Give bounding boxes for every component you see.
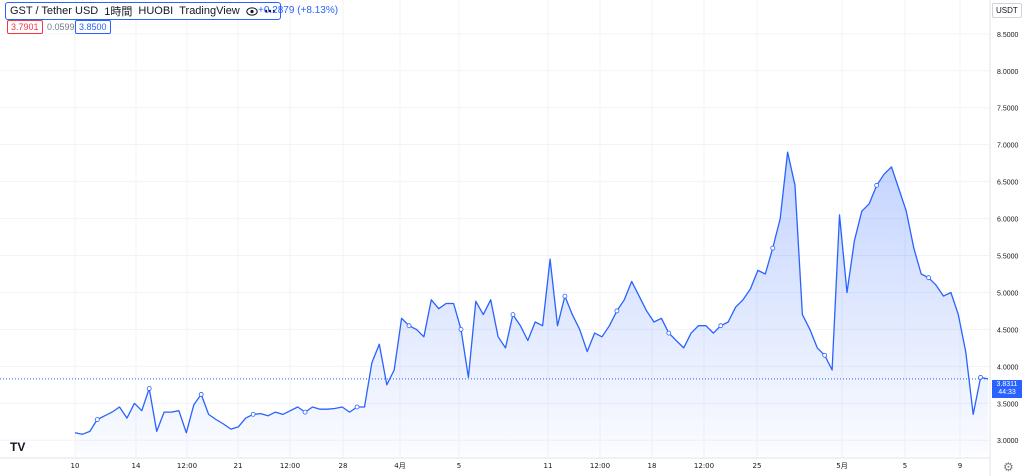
y-tick-label: 4.5000 xyxy=(997,327,1019,334)
interval-label: 1時間 xyxy=(104,6,133,18)
price-change: +0.2879 (+8.13%) xyxy=(258,5,339,16)
last-price-badge: 3.8311 44:33 xyxy=(992,380,1022,398)
data-point-marker xyxy=(302,409,308,415)
y-tick-label: 6.5000 xyxy=(997,180,1019,187)
y-tick-label: 4.0000 xyxy=(997,364,1019,371)
x-tick-label: 14 xyxy=(132,462,141,470)
x-tick-label: 21 xyxy=(234,462,243,470)
x-tick-label: 9 xyxy=(958,462,962,470)
ask-price[interactable]: 3.8500 xyxy=(75,20,111,34)
more-dots-icon[interactable] xyxy=(264,9,276,13)
bid-price[interactable]: 3.7901 xyxy=(7,20,43,34)
data-point-marker xyxy=(354,404,360,410)
gear-icon[interactable]: ⚙ xyxy=(1003,460,1014,474)
data-point-marker xyxy=(146,386,152,391)
x-tick-label: 5 xyxy=(903,462,907,470)
last-price-value: 3.8311 xyxy=(996,381,1018,388)
data-point-marker xyxy=(666,330,672,336)
symbol-name[interactable]: GST / Tether USD xyxy=(10,5,99,17)
data-point-marker xyxy=(926,275,932,281)
eye-icon[interactable] xyxy=(246,6,258,16)
y-tick-label: 5.0000 xyxy=(997,290,1019,297)
data-point-marker xyxy=(822,352,828,358)
event-markers xyxy=(94,182,983,422)
data-point-marker xyxy=(874,182,880,188)
data-point-marker xyxy=(614,308,620,314)
tradingview-logo: TV xyxy=(10,440,26,454)
y-tick-label: 7.5000 xyxy=(997,106,1019,113)
x-tick-label: 12:00 xyxy=(590,462,610,470)
time-axis[interactable]: 10 14 12:00 21 12:00 28 4月 5 11 12:00 18 12:00 25 5月 5… xyxy=(71,462,963,470)
x-tick-label: 25 xyxy=(753,462,762,470)
spread-value: 0.0599 xyxy=(47,22,75,32)
y-tick-label: 3.5000 xyxy=(997,401,1019,408)
x-tick-label: 28 xyxy=(339,462,348,470)
data-point-marker xyxy=(510,312,516,318)
x-tick-label: 10 xyxy=(71,462,80,470)
x-tick-label: 5月 xyxy=(836,462,847,470)
y-tick-label: 8.0000 xyxy=(997,69,1019,76)
data-point-marker xyxy=(770,245,776,251)
exchange-label: HUOBI xyxy=(138,5,174,17)
data-point-marker xyxy=(250,411,256,417)
y-tick-label: 3.0000 xyxy=(997,438,1019,445)
data-point-marker xyxy=(406,323,412,329)
y-tick-label: 7.0000 xyxy=(997,143,1019,150)
x-tick-label: 12:00 xyxy=(177,462,197,470)
data-point-marker xyxy=(198,392,204,397)
data-point-marker xyxy=(94,417,100,422)
bar-countdown: 44:33 xyxy=(998,389,1016,396)
y-tick-label: 8.5000 xyxy=(997,32,1019,39)
x-tick-label: 12:00 xyxy=(694,462,714,470)
currency-selector[interactable]: USDT xyxy=(992,3,1022,18)
price-line xyxy=(74,151,989,435)
data-point-marker xyxy=(562,293,568,299)
y-tick-label: 6.0000 xyxy=(997,217,1019,224)
source-label: TradingView xyxy=(179,5,240,17)
x-tick-label: 4月 xyxy=(394,462,405,470)
x-tick-label: 5 xyxy=(457,462,461,470)
x-tick-label: 12:00 xyxy=(280,462,300,470)
data-point-marker xyxy=(718,323,724,329)
x-tick-label: 11 xyxy=(544,462,553,470)
data-point-marker xyxy=(458,326,464,332)
y-tick-label: 5.5000 xyxy=(997,254,1019,261)
symbol-legend[interactable]: GST / Tether USD 1時間 HUOBI TradingView xyxy=(5,2,281,20)
x-tick-label: 18 xyxy=(648,462,657,470)
price-axis[interactable]: 3.0000 3.5000 4.0000 4.5000 5.0000 5.5000 6.00… xyxy=(997,32,1019,445)
